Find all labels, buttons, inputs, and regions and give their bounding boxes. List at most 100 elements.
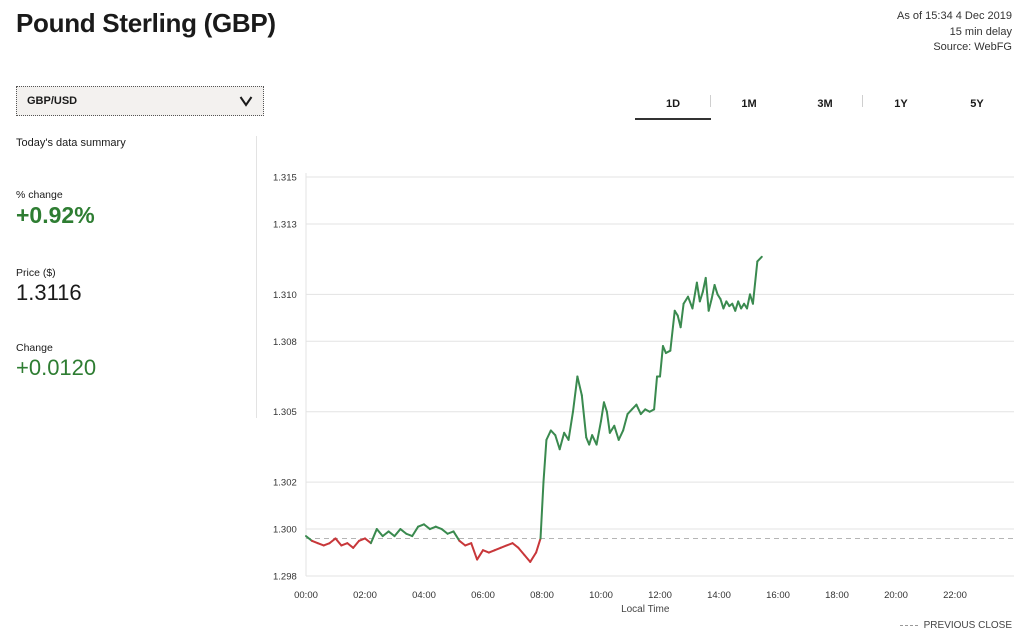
price-series	[305, 255, 763, 563]
series-segment	[600, 401, 605, 423]
series-segment	[608, 424, 616, 434]
series-segment	[539, 481, 545, 540]
tab-1y[interactable]: 1Y	[863, 90, 939, 118]
series-segment	[305, 535, 313, 542]
series-segment	[704, 276, 710, 312]
y-tick-label: 1.310	[273, 290, 297, 301]
tab-label: 3M	[817, 98, 833, 110]
series-segment	[381, 530, 390, 538]
series-segment	[470, 542, 479, 561]
tab-1d[interactable]: 1D	[635, 90, 711, 120]
tab-divider	[862, 95, 863, 107]
series-segment	[591, 434, 598, 446]
series-segment	[691, 281, 698, 310]
series-segment	[423, 523, 431, 531]
currency-pair-value: GBP/USD	[27, 95, 78, 107]
series-segment	[523, 553, 532, 563]
series-segment	[387, 530, 396, 538]
series-segment	[576, 375, 583, 397]
series-segment	[630, 403, 638, 411]
page-title: Pound Sterling (GBP)	[16, 8, 276, 38]
series-segment	[558, 431, 566, 451]
x-tick-label: 00:00	[294, 590, 318, 601]
series-segment	[679, 302, 685, 329]
y-tick-label: 1.298	[273, 572, 297, 583]
tab-1m[interactable]: 1M	[711, 90, 787, 118]
x-tick-label: 16:00	[766, 590, 790, 601]
series-segment	[737, 300, 743, 310]
series-segment	[710, 283, 716, 301]
series-segment	[517, 546, 526, 556]
currency-pair-select[interactable]: GBP/USD	[16, 86, 264, 116]
x-axis-label: Local Time	[621, 604, 670, 615]
series-segment	[719, 298, 725, 310]
x-tick-label: 20:00	[884, 590, 908, 601]
series-segment	[549, 429, 557, 437]
series-segment	[458, 539, 467, 547]
data-summary-panel: Today's data summary % change +0.92% Pri…	[16, 136, 257, 418]
series-segment	[399, 528, 408, 535]
series-segment	[653, 375, 659, 411]
series-segment	[340, 542, 349, 547]
series-segment	[661, 344, 667, 355]
quote-meta: As of 15:34 4 Dec 2019 15 min delay Sour…	[897, 9, 1012, 56]
x-tick-label: 18:00	[825, 590, 849, 601]
y-tick-label: 1.315	[273, 173, 297, 184]
series-segment	[682, 295, 690, 305]
series-segment	[352, 539, 361, 549]
tab-3m[interactable]: 3M	[787, 90, 863, 118]
series-segment	[571, 375, 579, 413]
pct-change-value: +0.92%	[16, 202, 95, 228]
series-segment	[334, 537, 343, 547]
y-axis-ticks: 1.298 1.300 1.302 1.305 1.308 1.310 1.313 1.315	[273, 173, 297, 583]
x-tick-label: 06:00	[471, 590, 495, 601]
tab-label: 1Y	[894, 98, 908, 110]
tab-5y[interactable]: 5Y	[939, 90, 1015, 118]
series-segment	[446, 530, 455, 535]
x-tick-label: 08:00	[530, 590, 554, 601]
series-segment	[434, 525, 443, 531]
series-segment	[346, 542, 355, 549]
x-tick-label: 04:00	[412, 590, 436, 601]
series-segment	[602, 401, 608, 413]
previous-close-swatch	[899, 625, 918, 626]
series-segment	[567, 410, 574, 441]
series-segment	[529, 551, 538, 563]
series-segment	[428, 525, 437, 531]
series-segment	[452, 530, 461, 542]
series-segment	[375, 528, 384, 538]
y-tick-label: 1.302	[273, 478, 297, 489]
series-segment	[316, 542, 325, 547]
series-segment	[554, 434, 561, 451]
y-tick-label: 1.313	[273, 219, 297, 230]
y-tick-label: 1.308	[273, 337, 297, 348]
series-segment	[310, 539, 319, 545]
tab-divider	[710, 95, 711, 107]
series-segment	[464, 542, 473, 547]
series-segment	[617, 429, 625, 441]
pct-change-label: % change	[16, 189, 63, 201]
price-chart: 1.298 1.300 1.302 1.305 1.308 1.310 1.313 1.315…	[273, 173, 1014, 615]
price-value: 1.3116	[16, 280, 82, 305]
series-segment	[545, 429, 552, 441]
series-segment	[322, 542, 331, 547]
series-segment	[722, 300, 728, 310]
x-tick-label: 22:00	[943, 590, 967, 601]
series-segment	[499, 544, 508, 549]
series-segment	[364, 537, 372, 545]
series-segment	[626, 408, 633, 416]
change-label: Change	[16, 342, 53, 354]
chart-legend: PREVIOUS CLOSE	[899, 620, 1012, 631]
x-tick-label: 10:00	[589, 590, 613, 601]
price-label: Price ($)	[16, 267, 56, 279]
series-segment	[358, 537, 366, 542]
series-segment	[580, 394, 588, 439]
tab-label: 1D	[665, 98, 681, 110]
as-of-timestamp: As of 15:34 4 Dec 2019	[897, 10, 1012, 22]
series-segment	[405, 532, 414, 538]
series-segment	[622, 413, 629, 432]
series-segment	[695, 281, 701, 303]
y-tick-label: 1.305	[273, 407, 297, 418]
source-note: Source: WebFG	[933, 41, 1012, 53]
delay-note: 15 min delay	[949, 25, 1012, 38]
